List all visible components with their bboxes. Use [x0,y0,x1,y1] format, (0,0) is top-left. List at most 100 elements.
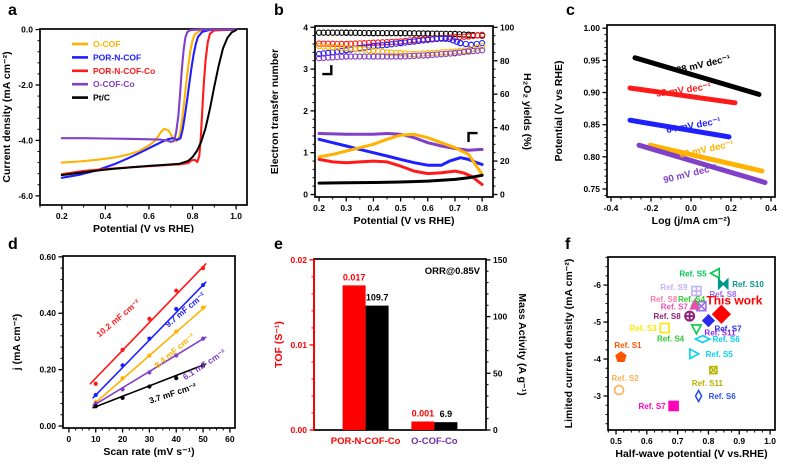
svg-text:100: 100 [500,22,514,32]
svg-text:10.2 mF cm⁻²: 10.2 mF cm⁻² [94,297,142,339]
svg-text:50: 50 [198,434,208,444]
svg-text:0.017: 0.017 [343,272,366,282]
svg-text:0.7: 0.7 [449,203,461,213]
svg-text:Ref. S11: Ref. S11 [692,379,724,388]
svg-text:O-COF-Co: O-COF-Co [411,436,458,447]
panel-d-chart: 0 10 20 30 40 50 60 0.00 0.20 0.40 0.60 Scan rate (… [11,252,236,458]
svg-text:0.8: 0.8 [703,436,715,446]
panel-f-letter: f [565,236,571,253]
svg-text:10: 10 [91,434,101,444]
svg-text:40: 40 [172,434,182,444]
panel-f-chart: 0.5 0.6 0.7 0.8 0.9 1.0 -6 -5 -4 -3 Half-wave pote… [563,256,776,460]
svg-text:-2.0: -2.0 [18,80,33,90]
panel-e: e 0.00 0.01 0.02 0 50 100 150 TOF (S⁻¹) Mass Act… [266,233,532,466]
svg-text:0.7: 0.7 [672,436,684,446]
svg-text:0.80: 0.80 [583,152,600,162]
svg-text:0: 0 [500,189,505,199]
svg-text:20: 20 [118,434,128,444]
svg-text:0: 0 [67,434,72,444]
svg-text:8.4 mF cm⁻²: 8.4 mF cm⁻² [152,331,196,370]
svg-text:0.8: 0.8 [187,211,199,221]
panel-b: b 0.2 0.3 0.4 0.5 0.6 0.7 0.8 0 1 2 3 4 0 20 40 60 80 100… [266,0,532,233]
svg-text:50: 50 [493,368,503,378]
svg-text:0.85: 0.85 [583,120,600,130]
panel-a-chart: 0.2 0.4 0.6 0.8 1.0 0.0 -2.0 -4.0 -6.0 Potential … [1,25,248,233]
svg-text:H₂O₂ yields (%): H₂O₂ yields (%) [521,73,532,150]
svg-text:0.001: 0.001 [412,408,435,418]
svg-text:POR-N-COF-Co: POR-N-COF-Co [93,66,155,76]
svg-text:1.00: 1.00 [583,23,600,33]
svg-text:Potential (V vs RHE): Potential (V vs RHE) [93,223,194,233]
svg-text:Ref. S5: Ref. S5 [706,350,734,359]
svg-text:80: 80 [500,56,510,66]
panel-c-chart: -0.4 -0.2 0.0 0.2 0.4 0.75 0.80 0.85 0.90 0.95 1.0… [553,23,777,227]
svg-text:0.6: 0.6 [422,203,434,213]
svg-text:6.9: 6.9 [440,409,453,419]
svg-text:20: 20 [500,156,510,166]
svg-text:3: 3 [303,64,308,74]
svg-text:Ref. S5: Ref. S5 [679,269,707,278]
svg-text:0.6: 0.6 [143,211,155,221]
svg-text:ORR@0.85V: ORR@0.85V [425,266,481,277]
svg-text:0.00: 0.00 [39,421,56,431]
svg-text:0.40: 0.40 [39,308,56,318]
svg-text:POR-N-COF: POR-N-COF [93,52,141,62]
svg-text:Electron transfer number: Electron transfer number [269,49,281,174]
panel-f: f 0.5 0.6 0.7 0.8 0.9 1.0 -6 -5 -4 -3 Half-wave po… [532,233,799,466]
svg-text:0.95: 0.95 [583,55,600,65]
panel-e-letter: e [274,236,283,253]
svg-text:Log (j/mA cm⁻²): Log (j/mA cm⁻²) [652,215,731,227]
svg-text:0.20: 0.20 [39,365,56,375]
svg-text:40: 40 [500,123,510,133]
svg-text:60: 60 [225,434,235,444]
svg-text:0.9: 0.9 [733,436,745,446]
svg-text:1.0: 1.0 [230,211,242,221]
svg-text:60: 60 [500,89,510,99]
svg-text:0.0: 0.0 [685,203,697,213]
svg-text:Ref. S1: Ref. S1 [614,341,642,350]
svg-text:Current density (mA cm⁻²): Current density (mA cm⁻²) [1,51,13,182]
svg-text:Pt/C: Pt/C [93,93,110,103]
svg-text:-4.0: -4.0 [18,135,33,145]
svg-text:-6: -6 [593,280,601,290]
svg-text:0.60: 0.60 [39,252,56,262]
svg-text:Scan rate (mV s⁻¹): Scan rate (mV s⁻¹) [103,446,194,458]
svg-text:Half-wave potential (V vs.RHE): Half-wave potential (V vs.RHE) [615,448,767,460]
svg-text:88 mV dec⁻¹: 88 mV dec⁻¹ [675,53,731,76]
svg-text:-0.4: -0.4 [604,203,619,213]
panel-a: a 0.2 0.4 0.6 0.8 1.0 0.0 -2.0 -4.0 -6.0 Potentia… [0,0,266,233]
svg-text:-5: -5 [593,317,601,327]
svg-text:0: 0 [303,189,308,199]
svg-text:Ref. S2: Ref. S2 [612,374,640,383]
svg-text:Ref. S8: Ref. S8 [654,312,682,321]
svg-text:0.2: 0.2 [313,203,325,213]
panel-e-chart: 0.00 0.01 0.02 0 50 100 150 TOF (S⁻¹) Mass Activ… [273,255,528,447]
svg-text:109.7: 109.7 [366,293,389,303]
svg-text:150: 150 [493,255,507,265]
svg-text:0.5: 0.5 [610,436,622,446]
svg-text:0.5: 0.5 [395,203,407,213]
svg-text:Ref. S4: Ref. S4 [657,335,685,344]
svg-text:TOF (S⁻¹): TOF (S⁻¹) [273,321,285,368]
svg-text:-3: -3 [593,391,601,401]
svg-text:Mass Activity (A g⁻¹): Mass Activity (A g⁻¹) [516,293,528,395]
panel-a-letter: a [8,2,17,19]
svg-text:POR-N-COF-Co: POR-N-COF-Co [331,436,401,447]
svg-text:Ref. S7: Ref. S7 [714,325,742,334]
svg-text:Limited current density (mA cm: Limited current density (mA cm⁻²) [563,259,575,429]
svg-text:Ref. S8: Ref. S8 [709,290,737,299]
svg-text:Ref. S7: Ref. S7 [639,402,667,411]
svg-text:1.0: 1.0 [764,436,776,446]
svg-text:0.2: 0.2 [56,211,68,221]
panel-c-letter: c [566,2,575,19]
svg-text:0.00: 0.00 [290,425,307,435]
svg-text:0.4: 0.4 [99,211,111,221]
svg-text:Potential (V vs RHE): Potential (V vs RHE) [553,61,565,162]
svg-text:This work: This work [706,293,762,307]
svg-text:0.8: 0.8 [476,203,488,213]
panel-b-chart: 0.2 0.3 0.4 0.5 0.6 0.7 0.801234020406080100Po… [269,22,532,227]
svg-text:100: 100 [493,312,507,322]
svg-text:0.75: 0.75 [583,184,600,194]
svg-text:Ref. S7: Ref. S7 [661,302,689,311]
